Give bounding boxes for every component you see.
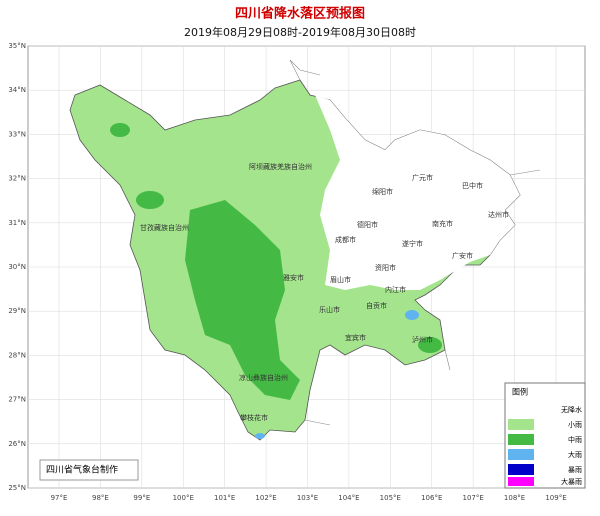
legend-swatch bbox=[508, 404, 534, 415]
legend-label: 无降水 bbox=[561, 405, 582, 414]
place-label: 眉山市 bbox=[330, 275, 351, 284]
lon-label: 97°E bbox=[51, 494, 68, 502]
moderate-rain-area bbox=[185, 200, 300, 400]
legend-label: 暴雨 bbox=[568, 466, 582, 474]
legend-label: 小雨 bbox=[568, 420, 582, 429]
place-label: 内江市 bbox=[385, 285, 406, 294]
lat-label: 35°N bbox=[8, 42, 26, 50]
lon-label: 98°E bbox=[92, 494, 109, 502]
place-label: 德阳市 bbox=[357, 220, 378, 229]
legend: 图例 无降水 小雨 中雨 大雨 暴雨 大暴雨 bbox=[504, 382, 586, 489]
place-label: 阿坝藏族羌族自治州 bbox=[249, 162, 312, 171]
lat-label: 30°N bbox=[8, 263, 26, 271]
legend-swatch bbox=[508, 464, 534, 475]
subtitle: 2019年08月29日08时-2019年08月30日08时 bbox=[184, 25, 416, 39]
lon-label: 104°E bbox=[338, 494, 359, 502]
place-label: 雅安市 bbox=[283, 273, 304, 282]
lat-label: 32°N bbox=[8, 175, 26, 183]
lon-label: 101°E bbox=[214, 494, 235, 502]
legend-label: 大雨 bbox=[568, 450, 582, 459]
legend-swatch bbox=[508, 449, 534, 460]
place-label: 达州市 bbox=[488, 210, 509, 219]
lat-label: 31°N bbox=[8, 219, 26, 227]
legend-swatch bbox=[508, 434, 534, 445]
place-label: 广元市 bbox=[412, 173, 433, 182]
lon-label: 100°E bbox=[173, 494, 194, 502]
heavy-rain-area bbox=[255, 433, 265, 439]
lat-label: 33°N bbox=[8, 130, 26, 138]
place-label: 巴中市 bbox=[462, 181, 483, 190]
title: 四川省降水落区预报图 bbox=[235, 6, 365, 22]
place-label: 攀枝花市 bbox=[240, 413, 268, 422]
lat-label: 27°N bbox=[8, 396, 26, 404]
legend-swatch bbox=[508, 419, 534, 430]
lon-label: 108°E bbox=[504, 494, 525, 502]
place-labels: 阿坝藏族羌族自治州 甘孜藏族自治州 广元市 巴中市 绵阳市 德阳市 南充市 达州… bbox=[140, 162, 509, 422]
place-label: 甘孜藏族自治州 bbox=[140, 223, 189, 232]
lon-label: 103°E bbox=[297, 494, 318, 502]
place-label: 南充市 bbox=[432, 219, 453, 228]
place-label: 成都市 bbox=[335, 235, 356, 244]
lat-label: 29°N bbox=[8, 307, 26, 315]
place-label: 宜宾市 bbox=[345, 333, 366, 342]
lon-label: 99°E bbox=[133, 494, 150, 502]
legend-swatch bbox=[508, 477, 534, 486]
no-rain-area bbox=[315, 95, 520, 290]
credit-box bbox=[39, 459, 139, 481]
place-label: 泸州市 bbox=[412, 335, 433, 344]
lon-label: 105°E bbox=[380, 494, 401, 502]
lat-label: 25°N bbox=[8, 484, 26, 492]
legend-label: 大暴雨 bbox=[561, 477, 582, 486]
place-label: 广安市 bbox=[452, 251, 473, 260]
place-label: 遂宁市 bbox=[402, 239, 423, 248]
moderate-rain-area bbox=[110, 123, 130, 137]
lon-label: 106°E bbox=[421, 494, 442, 502]
lat-label: 28°N bbox=[8, 351, 26, 359]
moderate-rain-area bbox=[136, 191, 164, 209]
credit: 四川省气象台制作 bbox=[46, 464, 118, 476]
place-label: 资阳市 bbox=[375, 263, 396, 272]
place-label: 自贡市 bbox=[366, 301, 387, 310]
legend-label: 中雨 bbox=[568, 435, 582, 444]
legend-title: 图例 bbox=[512, 387, 528, 397]
lon-label: 102°E bbox=[255, 494, 276, 502]
place-label: 绵阳市 bbox=[372, 187, 393, 196]
lat-label: 34°N bbox=[8, 86, 26, 94]
neighbor-border bbox=[289, 59, 541, 426]
place-label: 乐山市 bbox=[319, 305, 340, 314]
lon-label: 107°E bbox=[463, 494, 484, 502]
place-label: 凉山彝族自治州 bbox=[239, 373, 288, 382]
lon-label: 109°E bbox=[545, 494, 566, 502]
lat-label: 26°N bbox=[8, 440, 26, 448]
moderate-rain-area bbox=[418, 337, 442, 353]
heavy-rain-area bbox=[405, 310, 419, 320]
